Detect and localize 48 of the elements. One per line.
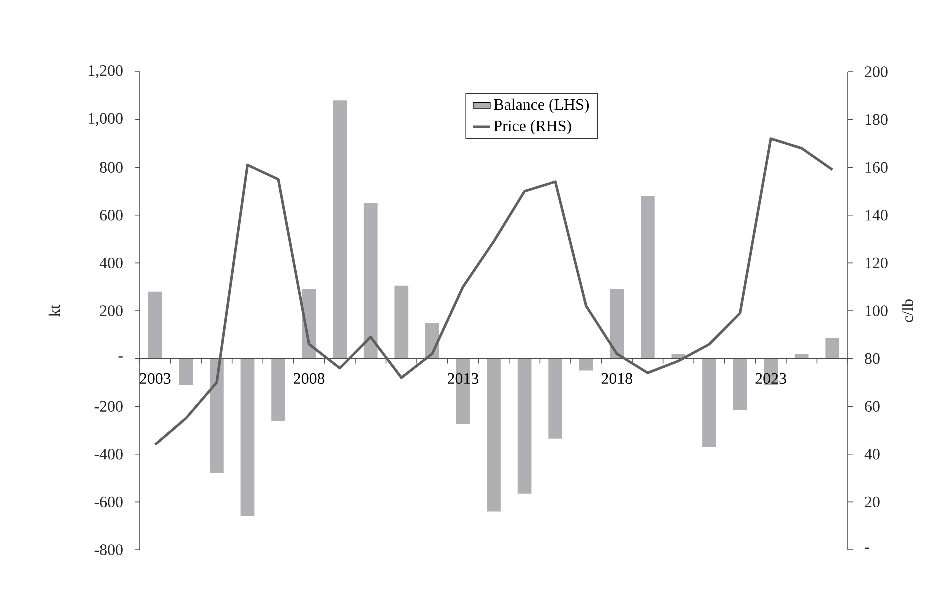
y2-tick-label: 20 bbox=[865, 496, 880, 508]
y-tick-label: -400 bbox=[94, 449, 123, 460]
y-tick-label: 400 bbox=[100, 258, 123, 269]
bar bbox=[702, 358, 716, 448]
bar bbox=[487, 358, 501, 512]
y2-tick-label: 40 bbox=[864, 449, 880, 460]
y-tick-label: 1,200 bbox=[89, 65, 123, 79]
bar bbox=[548, 358, 562, 439]
y2-tick-label: 120 bbox=[866, 258, 888, 269]
y-tick-label: 600 bbox=[100, 210, 123, 221]
bar bbox=[272, 358, 286, 421]
bar bbox=[610, 289, 624, 359]
bar bbox=[733, 358, 748, 410]
y-tick-label: -800 bbox=[94, 544, 123, 556]
y2-tick-label: 200 bbox=[865, 66, 888, 78]
y2-tick-label: - bbox=[865, 548, 870, 550]
bar bbox=[826, 338, 840, 359]
bar bbox=[148, 292, 162, 359]
legend-label: Balance (LHS) bbox=[494, 98, 590, 114]
bar bbox=[179, 358, 194, 386]
y2-axis-title: c/lb bbox=[902, 300, 914, 322]
y2-tick-label: 160 bbox=[866, 162, 888, 173]
legend-label: Price (RHS) bbox=[494, 120, 572, 135]
bar bbox=[333, 100, 348, 359]
y2-tick-label: 60 bbox=[865, 401, 880, 412]
x-tick-label: 2013 bbox=[448, 373, 479, 384]
bar bbox=[240, 358, 255, 517]
x-tick-label: 2018 bbox=[602, 373, 632, 384]
x-tick-label: 2008 bbox=[294, 373, 325, 384]
bar bbox=[794, 354, 809, 359]
bar bbox=[364, 203, 378, 359]
bar bbox=[579, 358, 594, 371]
y-tick-label: -200 bbox=[94, 401, 123, 412]
y-axis-title: kt bbox=[48, 304, 60, 317]
y-tick-label: -600 bbox=[94, 496, 123, 508]
y2-tick-label: 100 bbox=[866, 306, 888, 316]
y2-tick-label: 140 bbox=[866, 210, 888, 221]
bar bbox=[210, 358, 224, 474]
y-tick-label: 1,000 bbox=[89, 113, 123, 126]
bar bbox=[394, 286, 409, 359]
y2-tick-label: 180 bbox=[866, 114, 888, 126]
x-tick-label: 2023 bbox=[756, 373, 786, 384]
y-tick-label: - bbox=[118, 356, 123, 358]
y2-tick-label: 80 bbox=[865, 353, 880, 364]
y-tick-label: 200 bbox=[100, 306, 123, 316]
bar bbox=[518, 358, 532, 494]
y-tick-label: 800 bbox=[100, 162, 123, 173]
bar bbox=[640, 196, 655, 359]
